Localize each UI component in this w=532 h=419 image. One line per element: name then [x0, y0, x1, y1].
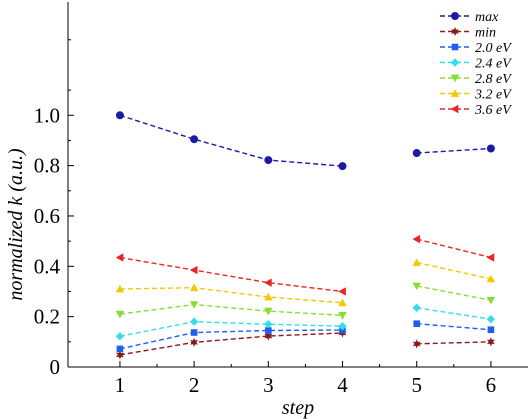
- x-axis-label: step: [282, 397, 314, 419]
- data-point: [338, 162, 347, 171]
- data-point: [486, 314, 496, 324]
- legend-marker: [451, 26, 459, 37]
- series-line: [416, 307, 492, 320]
- data-point: [190, 337, 199, 347]
- data-point: [190, 329, 198, 336]
- legend-label: 2.4 eV: [475, 57, 512, 72]
- y-tick-label: 0: [50, 355, 61, 379]
- x-tick-label: 1: [115, 373, 126, 397]
- data-point: [486, 144, 495, 153]
- y-tick-label: 0.4: [34, 254, 61, 278]
- legend-label: 3.6 eV: [474, 103, 512, 118]
- data-point: [189, 317, 199, 326]
- series-line: [416, 261, 492, 280]
- data-point: [265, 327, 272, 334]
- x-tick-label: 6: [486, 373, 497, 397]
- series-line: [416, 238, 492, 259]
- legend-marker: [451, 43, 459, 51]
- legend-marker: [450, 74, 460, 83]
- legend-label: 3.2 eV: [474, 88, 512, 103]
- series-line: [119, 303, 343, 317]
- legend-marker: [450, 58, 460, 67]
- data-point: [115, 284, 125, 293]
- data-point: [412, 339, 421, 349]
- data-point: [115, 111, 124, 120]
- y-tick-label: 0.2: [34, 305, 60, 329]
- y-tick-label: 1.0: [34, 103, 60, 127]
- data-point: [487, 326, 495, 334]
- data-point: [264, 307, 273, 316]
- series-lines: [119, 114, 492, 356]
- x-tick-label: 5: [411, 373, 422, 397]
- data-point: [264, 278, 272, 287]
- series-line: [119, 329, 343, 350]
- legend-label: min: [475, 26, 496, 41]
- series-line: [416, 147, 491, 154]
- x-tick-label: 4: [337, 373, 348, 397]
- data-point: [486, 337, 495, 347]
- data-point: [338, 298, 347, 307]
- data-point: [412, 303, 421, 313]
- data-point: [412, 258, 421, 266]
- data-point: [412, 234, 421, 244]
- data-point: [189, 283, 199, 292]
- legend-label: 2.8 eV: [475, 72, 512, 87]
- y-tick-label: 0.6: [34, 204, 60, 228]
- data-point: [412, 149, 421, 158]
- legend-label: 2.0 eV: [475, 41, 512, 56]
- data-point: [115, 310, 125, 319]
- legend-marker: [450, 89, 460, 97]
- series-line: [119, 256, 343, 293]
- data-point: [338, 287, 346, 296]
- axes: 0 0.2 0.4 0.6 0.8 1.0 1 2 3 4 5 6: [34, 2, 528, 397]
- data-point: [338, 312, 347, 320]
- data-point: [412, 282, 421, 291]
- data-point: [115, 350, 124, 360]
- series-markers: [115, 111, 496, 360]
- data-point: [116, 345, 124, 353]
- y-axis-label: normalized k (a.u.): [5, 148, 27, 301]
- data-point: [486, 296, 496, 305]
- legend-marker: [451, 12, 459, 20]
- data-point: [190, 135, 199, 144]
- legend-label: max: [475, 10, 499, 25]
- data-point: [264, 320, 273, 329]
- series-line: [119, 320, 343, 337]
- data-point: [115, 332, 125, 341]
- data-point: [264, 292, 273, 301]
- data-point: [486, 274, 496, 283]
- data-point: [413, 320, 421, 328]
- series-line: [416, 285, 492, 301]
- data-point: [115, 253, 124, 262]
- series-line: [119, 287, 343, 304]
- data-point: [264, 331, 273, 341]
- legend-marker: [450, 104, 459, 114]
- series-line: [119, 114, 343, 167]
- y-tick-label: 0.8: [34, 154, 60, 178]
- data-point: [264, 156, 273, 165]
- series-line: [119, 332, 343, 356]
- data-point: [338, 322, 347, 331]
- x-tick-label: 3: [263, 373, 274, 397]
- data-point: [486, 253, 495, 262]
- series-line: [416, 323, 491, 331]
- series-line: [416, 341, 491, 345]
- data-point: [189, 265, 198, 275]
- data-point: [189, 301, 199, 309]
- x-tick-label: 2: [189, 373, 200, 397]
